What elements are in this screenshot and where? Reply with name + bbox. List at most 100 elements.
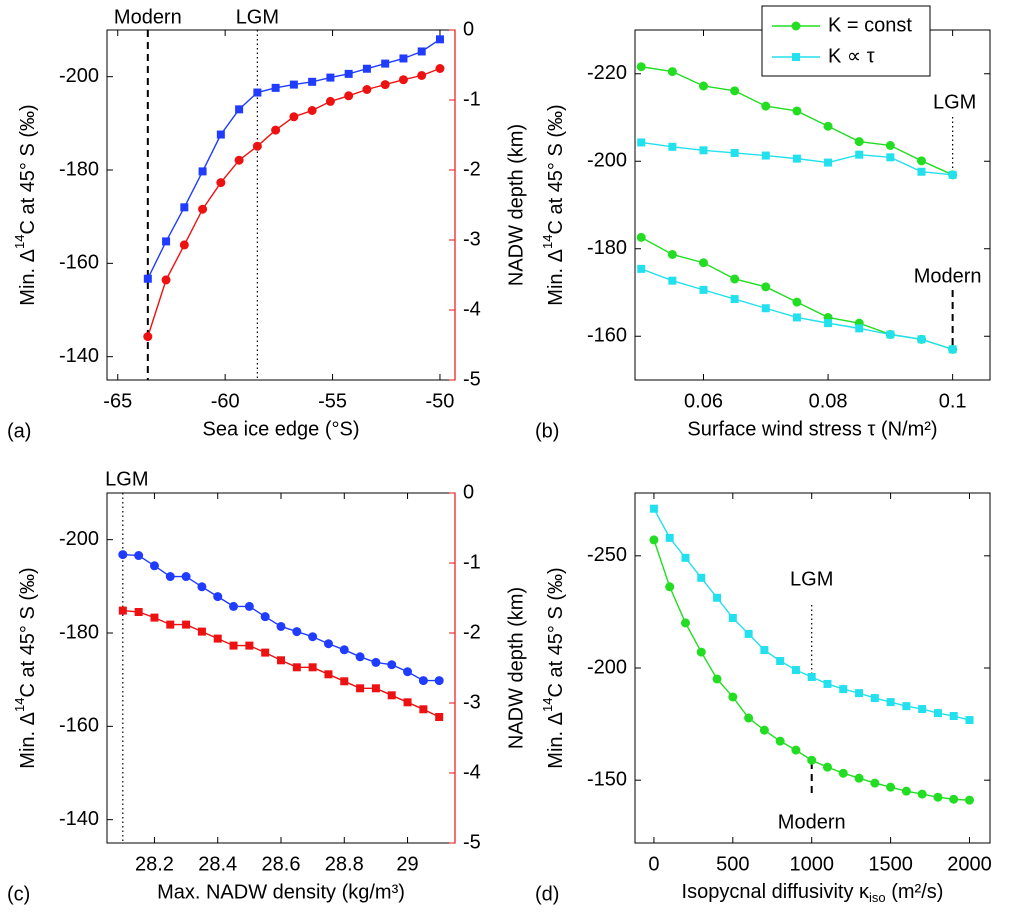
data-point xyxy=(665,582,675,592)
y-axis-label-part: 14 xyxy=(12,235,27,249)
data-point xyxy=(730,274,740,284)
data-point xyxy=(344,69,353,78)
x-tick-label: -65 xyxy=(103,390,132,412)
y-tick-label: -180 xyxy=(587,237,627,259)
y-axis-label-part: Min. Δ xyxy=(545,712,567,769)
data-point xyxy=(728,692,738,702)
y-axis-label-part: C at 45° S (‰) xyxy=(17,104,39,234)
plot-frame xyxy=(106,492,456,844)
data-point xyxy=(307,106,317,115)
data-point xyxy=(198,167,207,176)
data-point xyxy=(229,601,239,611)
annotation-label: Modern xyxy=(114,6,182,28)
y2-tick-label: -5 xyxy=(463,831,481,853)
data-point xyxy=(308,663,317,672)
data-point xyxy=(418,676,428,686)
y-axis-label-part: 14 xyxy=(540,235,555,249)
x-tick-label: -50 xyxy=(426,390,455,412)
x-axis-label-part: Isopycnal diffusivity κ xyxy=(682,881,870,903)
data-point xyxy=(759,725,769,735)
x-tick-label: 29 xyxy=(396,853,418,875)
data-point xyxy=(637,264,646,273)
data-point xyxy=(216,130,225,139)
data-point xyxy=(699,285,708,294)
data-point xyxy=(417,71,427,80)
data-point xyxy=(235,105,244,114)
data-point xyxy=(791,745,801,755)
data-point xyxy=(277,656,285,665)
data-point xyxy=(823,121,833,131)
data-point xyxy=(165,572,175,582)
data-point xyxy=(419,705,428,714)
data-point xyxy=(886,330,895,339)
y-tick-label: -250 xyxy=(587,544,627,566)
data-point xyxy=(271,83,280,92)
data-point xyxy=(886,782,896,792)
y2-axis-label: NADW depth (km) xyxy=(505,587,527,749)
data-point xyxy=(118,550,128,560)
data-point xyxy=(371,657,381,667)
data-point xyxy=(197,582,207,592)
data-point xyxy=(166,620,175,629)
x-axis-label: Sea ice edge (°S) xyxy=(203,418,360,440)
data-point xyxy=(823,679,832,688)
y-tick-label: -180 xyxy=(59,621,99,643)
data-point xyxy=(948,345,957,354)
data-point xyxy=(839,685,848,694)
data-point xyxy=(916,156,926,166)
data-point xyxy=(362,64,371,73)
data-point xyxy=(696,647,706,657)
data-point xyxy=(118,606,127,615)
data-point xyxy=(143,274,152,283)
y-tick-label: -160 xyxy=(59,252,99,274)
data-point xyxy=(143,332,153,342)
y-tick-label: -200 xyxy=(587,656,627,678)
series-line xyxy=(640,236,953,351)
data-point xyxy=(276,621,286,631)
data-point xyxy=(252,141,262,151)
data-point xyxy=(730,295,739,304)
data-point xyxy=(649,504,658,513)
y2-tick-label: -2 xyxy=(463,158,481,180)
data-point xyxy=(792,154,801,163)
legend-marker xyxy=(792,53,800,61)
data-point xyxy=(901,786,911,796)
x-tick-label: 0.06 xyxy=(684,390,723,412)
y-tick-label: -140 xyxy=(59,808,99,830)
y-tick-label: -200 xyxy=(59,528,99,550)
y2-tick-label: -5 xyxy=(463,368,481,390)
legend-label: K ∝ τ xyxy=(828,45,875,67)
data-point xyxy=(917,167,926,176)
data-point xyxy=(838,768,848,778)
data-point xyxy=(744,713,754,723)
data-point xyxy=(403,698,412,707)
y-axis-label: Min. Δ14C at 45° S (‰) xyxy=(540,104,567,305)
y-axis-label-part: 14 xyxy=(540,698,555,712)
annotation-label: LGM xyxy=(790,568,833,590)
data-point xyxy=(854,773,864,783)
data-point xyxy=(760,646,769,655)
data-point xyxy=(271,125,281,135)
panel-label: (c) xyxy=(7,883,30,905)
data-point xyxy=(435,64,445,73)
series-line xyxy=(640,268,953,351)
data-point xyxy=(636,62,646,72)
data-point xyxy=(292,627,302,637)
data-point xyxy=(403,667,413,677)
y-axis-label-part: Min. Δ xyxy=(17,712,39,769)
data-point xyxy=(681,553,690,562)
x-tick-label: 2000 xyxy=(947,853,992,875)
annotation-label: LGM xyxy=(933,91,976,113)
data-point xyxy=(728,613,737,622)
data-point xyxy=(355,652,365,662)
data-point xyxy=(162,237,171,246)
data-point xyxy=(870,778,880,788)
data-point xyxy=(213,592,223,602)
data-point xyxy=(387,691,396,700)
data-point xyxy=(824,158,833,167)
data-point xyxy=(398,75,408,85)
panel-label: (b) xyxy=(535,420,559,442)
data-point xyxy=(761,101,771,111)
y-tick-label: -160 xyxy=(59,715,99,737)
